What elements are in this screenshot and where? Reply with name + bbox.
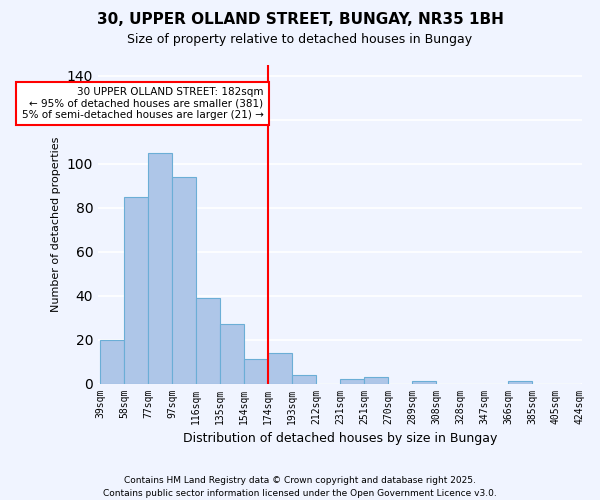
Bar xyxy=(268,353,292,384)
Bar xyxy=(340,379,364,384)
Y-axis label: Number of detached properties: Number of detached properties xyxy=(51,136,61,312)
Bar xyxy=(124,197,148,384)
X-axis label: Distribution of detached houses by size in Bungay: Distribution of detached houses by size … xyxy=(183,432,497,445)
Bar xyxy=(148,153,172,384)
Bar xyxy=(292,375,316,384)
Text: Contains HM Land Registry data © Crown copyright and database right 2025.: Contains HM Land Registry data © Crown c… xyxy=(124,476,476,485)
Text: Size of property relative to detached houses in Bungay: Size of property relative to detached ho… xyxy=(127,32,473,46)
Bar xyxy=(364,377,388,384)
Bar xyxy=(220,324,244,384)
Bar xyxy=(196,298,220,384)
Bar xyxy=(244,360,268,384)
Bar xyxy=(508,382,532,384)
Text: 30, UPPER OLLAND STREET, BUNGAY, NR35 1BH: 30, UPPER OLLAND STREET, BUNGAY, NR35 1B… xyxy=(97,12,503,28)
Bar xyxy=(412,382,436,384)
Bar xyxy=(100,340,124,384)
Bar xyxy=(172,177,196,384)
Text: Contains public sector information licensed under the Open Government Licence v3: Contains public sector information licen… xyxy=(103,489,497,498)
Text: 30 UPPER OLLAND STREET: 182sqm
← 95% of detached houses are smaller (381)
5% of : 30 UPPER OLLAND STREET: 182sqm ← 95% of … xyxy=(22,87,263,120)
